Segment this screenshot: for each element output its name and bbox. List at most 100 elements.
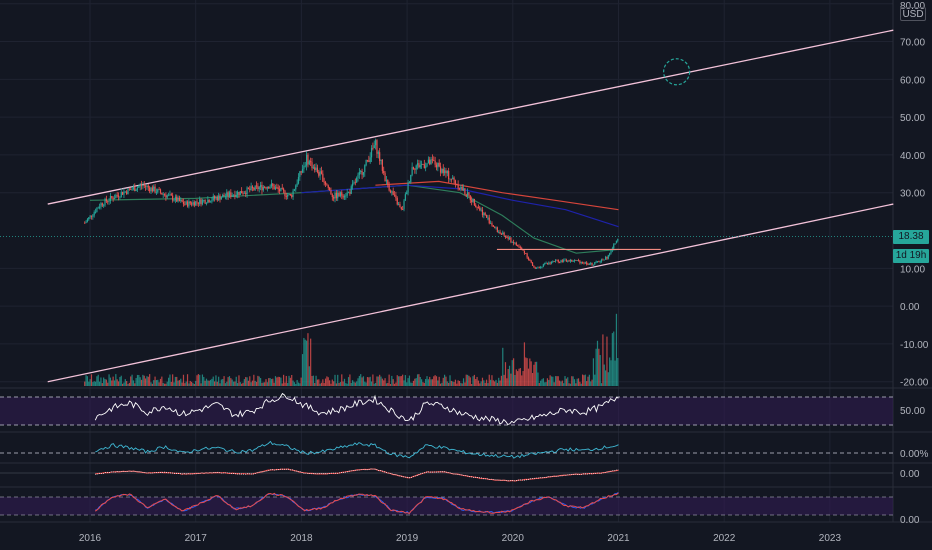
- volume-bar: [433, 376, 435, 386]
- candle-body: [119, 196, 121, 198]
- volume-bar: [434, 375, 436, 386]
- candle-body: [312, 167, 314, 169]
- volume-bar: [403, 380, 405, 386]
- volume-bar: [526, 358, 528, 386]
- volume-bar: [88, 381, 90, 386]
- volume-bar: [477, 380, 480, 386]
- volume-bar: [153, 380, 155, 386]
- candle-body: [480, 209, 482, 211]
- volume-bar: [450, 380, 452, 386]
- candle-body: [154, 186, 156, 193]
- volume-bar: [580, 383, 582, 386]
- volume-bar: [155, 380, 158, 386]
- candle-body: [136, 187, 139, 190]
- candle-body: [93, 212, 95, 216]
- annotation-layer[interactable]: [0, 58, 893, 251]
- volume-bar: [149, 374, 151, 386]
- currency-badge[interactable]: USD: [900, 7, 926, 21]
- candle-body: [334, 192, 336, 199]
- price-tick-label: 80.00: [900, 1, 925, 12]
- candle-body: [347, 192, 350, 193]
- channel-layer[interactable]: [47, 29, 894, 383]
- volume-bar: [387, 382, 389, 386]
- volume-bar: [564, 376, 566, 386]
- candle-body: [476, 207, 478, 208]
- volume-bar: [523, 342, 526, 386]
- candle-body: [96, 208, 98, 212]
- volume-bar: [468, 375, 470, 386]
- candle-body: [587, 264, 589, 266]
- candle-body: [161, 192, 163, 195]
- candle-body: [138, 186, 140, 188]
- candle-body: [510, 237, 512, 242]
- candle-body: [559, 261, 561, 263]
- candle-body: [406, 192, 408, 195]
- volume-bar: [350, 382, 352, 386]
- candle-body: [242, 193, 244, 195]
- price-tick-label: 40.00: [900, 151, 925, 162]
- volume-bar: [548, 379, 550, 386]
- candle-body: [454, 180, 457, 184]
- candle-body: [345, 195, 347, 197]
- candle-body: [427, 159, 429, 164]
- volume-bar: [247, 380, 250, 386]
- volume-bar: [473, 374, 475, 386]
- candle-body: [564, 259, 566, 261]
- candle-body: [365, 159, 367, 166]
- volume-bar: [346, 383, 348, 386]
- candle-body: [519, 247, 521, 248]
- volume-bar: [361, 377, 363, 386]
- volume-bar: [498, 377, 500, 386]
- pane-separators: [0, 0, 932, 523]
- volume-bar: [196, 375, 198, 386]
- volume-bar: [108, 374, 110, 386]
- candle-body: [445, 170, 447, 174]
- candle-body: [253, 188, 255, 190]
- candle-body: [109, 196, 112, 201]
- volume-bar: [242, 382, 244, 386]
- candle-body: [483, 213, 485, 216]
- candle-body: [287, 194, 289, 197]
- volume-bar: [341, 374, 343, 386]
- volume-bar: [135, 377, 137, 386]
- volume-bar: [291, 374, 293, 386]
- candle-body: [335, 192, 337, 199]
- volume-bar: [222, 379, 224, 386]
- candle-body: [147, 185, 149, 188]
- candle-body: [339, 192, 342, 197]
- candle-body: [151, 187, 153, 192]
- candle-body: [388, 185, 390, 191]
- volume-bar: [220, 379, 222, 386]
- volume-bar: [504, 362, 507, 386]
- volume-bar: [479, 383, 481, 386]
- candle-body: [429, 159, 431, 165]
- volume-bar: [223, 376, 225, 386]
- candle-body: [190, 203, 193, 205]
- price-tick-label: 60.00: [900, 75, 925, 86]
- volume-bar: [372, 374, 374, 386]
- macd-pane: [0, 468, 893, 482]
- volume-bar: [393, 383, 396, 386]
- candle-body: [560, 260, 562, 263]
- candle-body: [158, 189, 160, 191]
- candle-body: [513, 241, 515, 244]
- candle-body: [262, 186, 264, 191]
- candle-body: [414, 168, 416, 170]
- candle-body: [90, 215, 93, 217]
- volume-bar: [204, 380, 206, 386]
- candle-body: [499, 231, 501, 234]
- candle-body: [552, 261, 554, 262]
- candle-body: [446, 171, 448, 174]
- candle-body: [120, 191, 122, 197]
- volume-bar: [97, 374, 99, 386]
- volume-bar: [161, 376, 163, 386]
- volume-bar: [176, 376, 178, 386]
- volume-bar: [116, 379, 118, 386]
- bar-countdown-tag: 1d 19h: [893, 249, 929, 263]
- volume-bar: [438, 376, 440, 386]
- candle-body: [592, 264, 595, 266]
- candle-body: [533, 265, 535, 268]
- volume-bar: [140, 379, 143, 386]
